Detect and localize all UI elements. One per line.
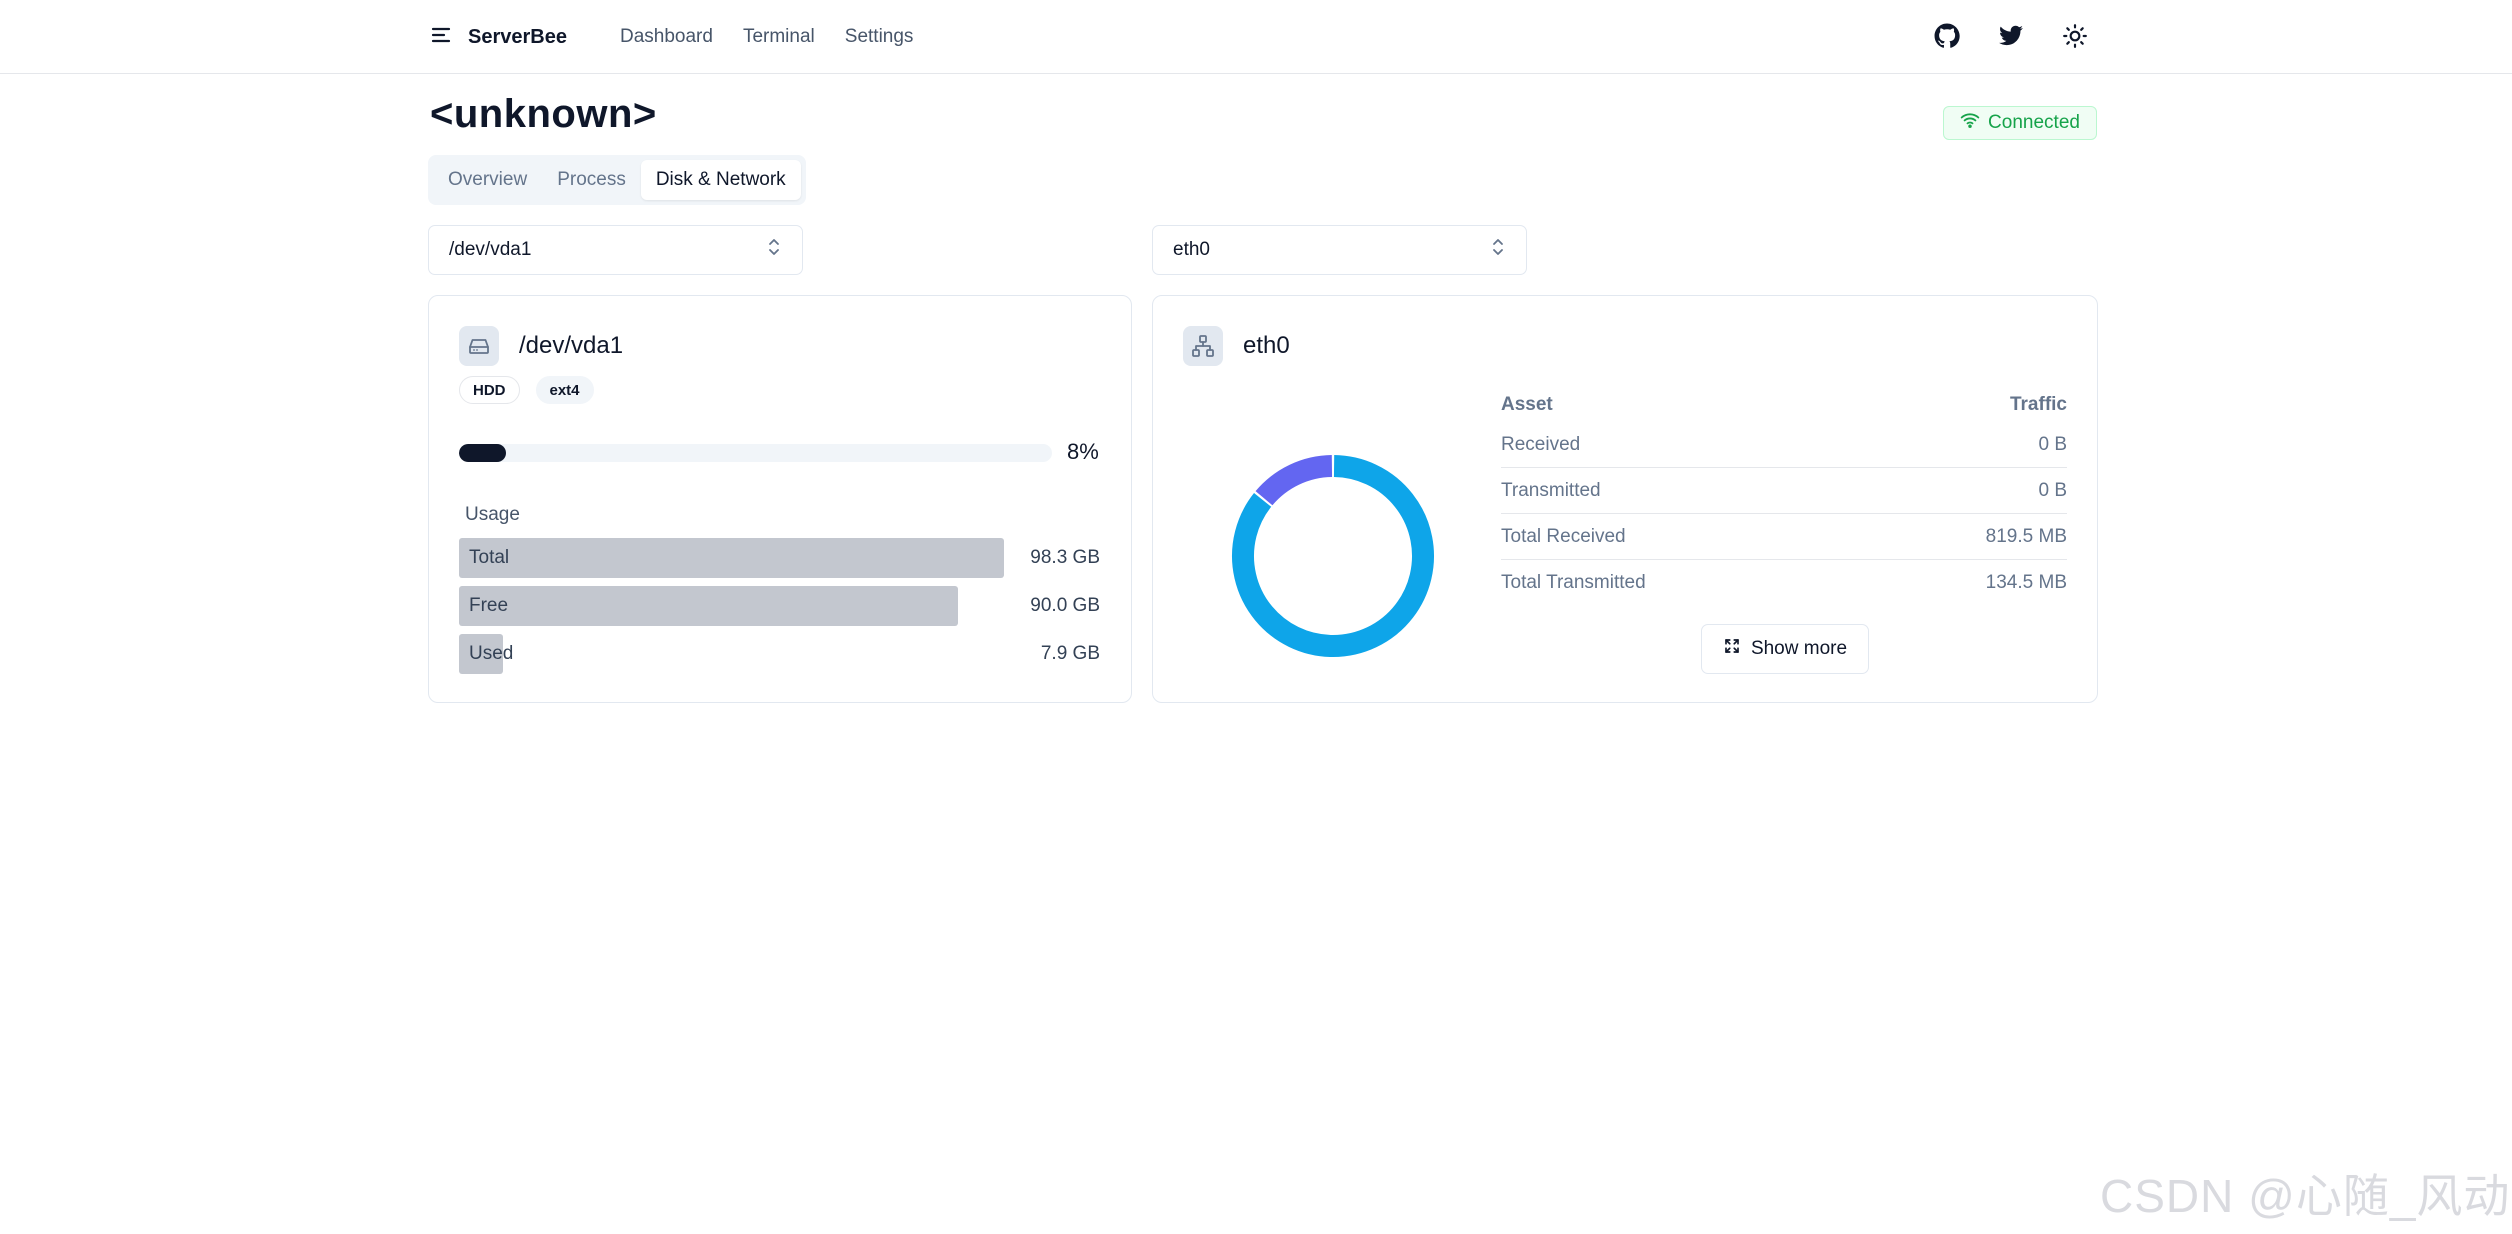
badge-disk-type: HDD — [459, 376, 520, 404]
table-row: Received 0 B — [1501, 422, 2067, 468]
traffic-table: Asset Traffic Received 0 B Transmitted 0… — [1501, 394, 2067, 606]
traffic-cell: 0 B — [2038, 433, 2067, 455]
table-row: Total Transmitted 134.5 MB — [1501, 560, 2067, 606]
network-card: eth0 Asset Traffic Received 0 B Transmit… — [1152, 295, 2098, 703]
disk-card: /dev/vda1 HDD ext4 8% Usage Total 98.3 G… — [428, 295, 1132, 703]
chevron-up-down-icon — [1490, 237, 1506, 263]
traffic-donut-chart — [1232, 455, 1434, 657]
watermark: CSDN @心随_风动 — [2100, 1170, 2511, 1222]
col-traffic: Traffic — [2009, 394, 2067, 415]
asset-cell: Total Transmitted — [1501, 572, 1646, 593]
disk-card-header: /dev/vda1 — [459, 326, 623, 366]
twitter-icon[interactable] — [1992, 17, 2030, 55]
network-card-header: eth0 — [1183, 326, 1290, 366]
wifi-icon — [1960, 110, 1980, 136]
top-navbar: ServerBee Dashboard Terminal Settings — [0, 0, 2512, 74]
show-more-button[interactable]: Show more — [1701, 624, 1869, 674]
tab-list: Overview Process Disk & Network — [428, 155, 806, 205]
main-nav: Dashboard Terminal Settings — [620, 20, 913, 54]
usage-name: Used — [469, 643, 514, 664]
usage-bar-total — [459, 538, 1004, 578]
donut-slice-0 — [1232, 455, 1434, 657]
disk-usage-progress-fill — [459, 444, 507, 462]
network-title: eth0 — [1243, 332, 1290, 359]
nav-dashboard[interactable]: Dashboard — [620, 26, 713, 47]
usage-name: Total — [469, 547, 510, 568]
sun-icon[interactable] — [2056, 17, 2094, 55]
usage-row-free: Free 90.0 GB — [459, 586, 1100, 626]
usage-row-used: Used 7.9 GB — [459, 634, 1100, 674]
badge-filesystem: ext4 — [535, 376, 594, 404]
menu-icon[interactable] — [430, 24, 452, 51]
asset-cell: Total Received — [1501, 525, 1626, 547]
traffic-cell: 134.5 MB — [1985, 572, 2067, 593]
nav-terminal[interactable]: Terminal — [742, 26, 815, 47]
usage-value: 90.0 GB — [1030, 595, 1100, 616]
asset-cell: Transmitted — [1501, 479, 1601, 501]
col-asset: Asset — [1501, 394, 1553, 415]
disk-usage-percent: 8% — [1067, 439, 1099, 464]
disk-select-value: /dev/vda1 — [449, 239, 532, 260]
traffic-cell: 819.5 MB — [1985, 525, 2067, 547]
page-title: <unknown> — [430, 92, 657, 136]
status-badge: Connected — [1943, 106, 2097, 140]
show-more-label: Show more — [1750, 638, 1848, 659]
disk-usage-progress — [459, 444, 1052, 462]
usage-heading: Usage — [465, 504, 520, 525]
tab-overview[interactable]: Overview — [448, 169, 528, 190]
traffic-table-header: Asset Traffic — [1501, 394, 2067, 416]
asset-cell: Received — [1501, 433, 1581, 455]
usage-bar-free — [459, 586, 958, 626]
donut-slice-1 — [1255, 455, 1333, 506]
status-text: Connected — [1988, 112, 2080, 133]
usage-bar-used — [459, 634, 503, 674]
brand[interactable]: ServerBee — [430, 20, 567, 54]
usage-row-total: Total 98.3 GB — [459, 538, 1100, 578]
disk-title: /dev/vda1 — [519, 332, 624, 359]
usage-value: 7.9 GB — [1040, 643, 1100, 664]
tab-disk-network[interactable]: Disk & Network — [640, 160, 801, 200]
brand-name: ServerBee — [468, 25, 567, 48]
network-select-value: eth0 — [1173, 239, 1210, 260]
tab-process[interactable]: Process — [557, 169, 626, 190]
table-row: Transmitted 0 B — [1501, 468, 2067, 514]
network-select[interactable]: eth0 — [1152, 225, 1527, 275]
expand-icon — [1723, 637, 1741, 661]
hard-drive-icon — [459, 326, 499, 366]
network-icon — [1183, 326, 1223, 366]
nav-settings[interactable]: Settings — [844, 26, 914, 47]
usage-value: 98.3 GB — [1030, 547, 1100, 568]
header-actions — [1928, 17, 2094, 55]
table-row: Total Received 819.5 MB — [1501, 514, 2067, 560]
usage-name: Free — [469, 595, 509, 616]
traffic-cell: 0 B — [2038, 479, 2067, 501]
disk-select[interactable]: /dev/vda1 — [428, 225, 803, 275]
github-icon[interactable] — [1928, 17, 1966, 55]
chevron-up-down-icon — [766, 237, 782, 263]
disk-badges: HDD ext4 — [459, 376, 594, 404]
